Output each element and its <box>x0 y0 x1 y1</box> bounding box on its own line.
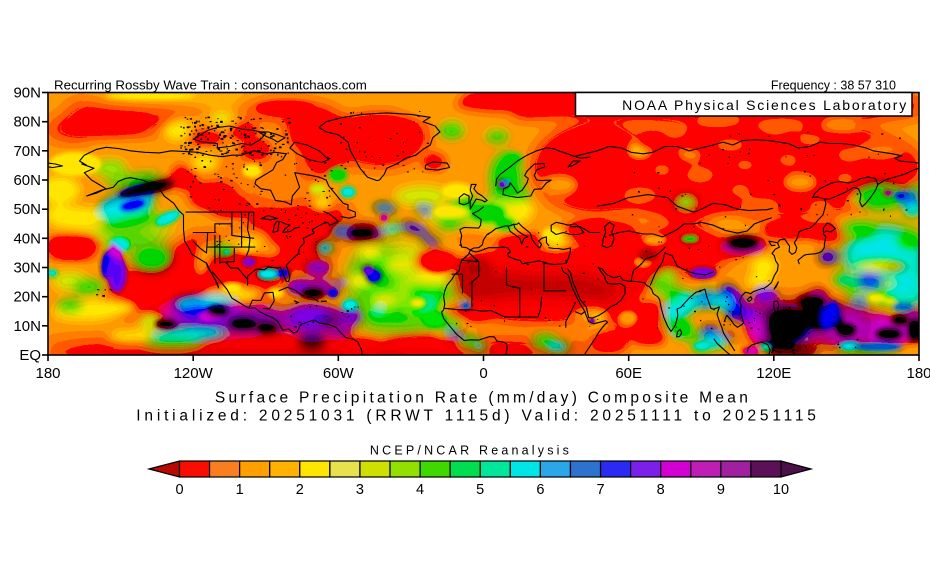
svg-text:0: 0 <box>175 482 183 498</box>
svg-text:20N: 20N <box>13 289 41 306</box>
svg-text:5: 5 <box>476 482 484 498</box>
svg-text:EQ: EQ <box>19 347 41 364</box>
svg-text:NCEP/NCAR Reanalysis: NCEP/NCAR Reanalysis <box>370 444 572 458</box>
svg-text:90N: 90N <box>13 85 41 102</box>
svg-text:60N: 60N <box>13 172 41 189</box>
svg-text:180: 180 <box>906 365 930 382</box>
svg-text:8: 8 <box>657 482 665 498</box>
svg-text:Recurring Rossby Wave Train :: Recurring Rossby Wave Train : consonantc… <box>54 78 367 93</box>
svg-text:2: 2 <box>296 482 304 498</box>
svg-text:10: 10 <box>773 482 789 498</box>
svg-text:60E: 60E <box>615 365 642 382</box>
svg-text:1: 1 <box>236 482 244 498</box>
svg-text:7: 7 <box>596 482 604 498</box>
svg-text:Frequency : 38 57 310: Frequency : 38 57 310 <box>771 79 896 93</box>
svg-text:0: 0 <box>479 365 487 382</box>
svg-text:6: 6 <box>536 482 544 498</box>
svg-text:180: 180 <box>35 365 60 382</box>
svg-text:NOAA Physical Sciences Laborat: NOAA Physical Sciences Laboratory <box>622 97 908 113</box>
svg-text:120W: 120W <box>174 365 214 382</box>
svg-text:70N: 70N <box>13 143 41 160</box>
svg-text:3: 3 <box>356 482 364 498</box>
svg-text:80N: 80N <box>13 114 41 131</box>
svg-text:9: 9 <box>717 482 725 498</box>
svg-text:10N: 10N <box>13 318 41 335</box>
svg-text:30N: 30N <box>13 260 41 277</box>
svg-text:120E: 120E <box>756 365 791 382</box>
svg-text:50N: 50N <box>13 201 41 218</box>
svg-text:60W: 60W <box>323 365 355 382</box>
svg-text:4: 4 <box>416 482 424 498</box>
svg-text:40N: 40N <box>13 230 41 247</box>
svg-text:Initialized: 20251031 (RRWT 11: Initialized: 20251031 (RRWT 1115d) Valid… <box>136 408 819 425</box>
svg-text:Surface Precipitation Rate (mm: Surface Precipitation Rate (mm/day) Comp… <box>215 390 751 407</box>
